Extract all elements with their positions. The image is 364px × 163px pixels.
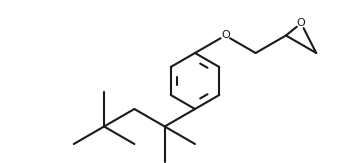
Text: O: O xyxy=(221,30,230,40)
Text: O: O xyxy=(297,18,305,28)
